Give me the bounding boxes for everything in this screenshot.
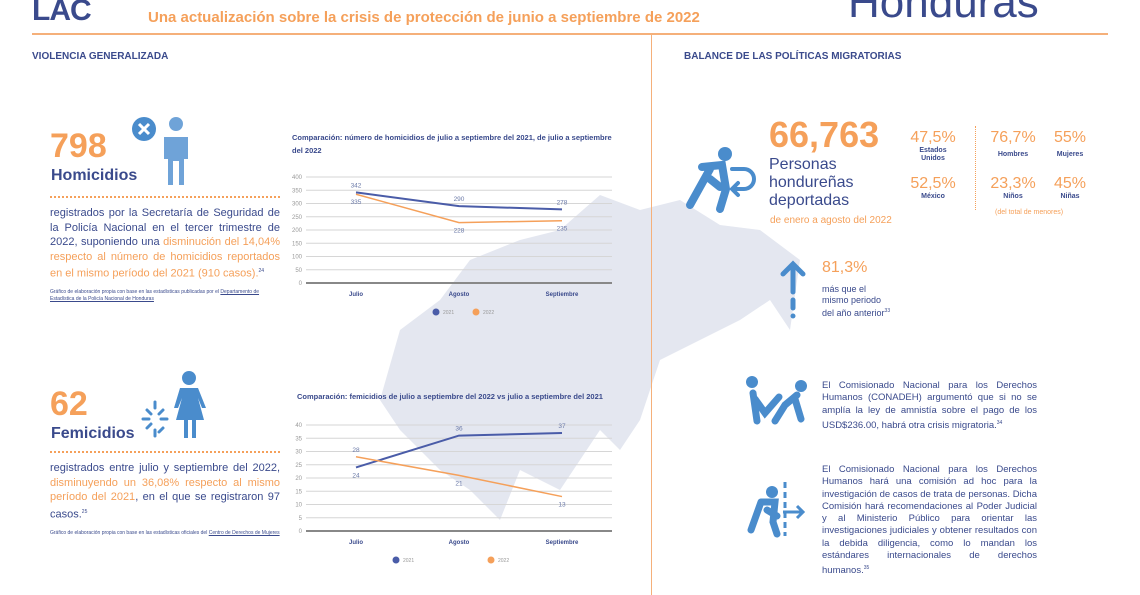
stat-mexico: 52,5% México: [910, 175, 956, 200]
legend-label: 2022: [498, 558, 509, 564]
data-label: 36: [455, 426, 463, 433]
femicides-line-chart: 0 5 10 15 20 25 30 35 40 Julio Agosto Septiembre 24 3…: [295, 423, 612, 564]
series-line-2021: [355, 191, 563, 211]
increase-text: más que el mismo periodo del año anterior3…: [822, 284, 891, 318]
y-tick-label: 100: [292, 255, 303, 261]
femicides-source-note: Gráfico de elaboración propia con base e…: [50, 529, 280, 536]
people-push-icon: [746, 376, 807, 425]
y-tick-label: 25: [295, 463, 302, 469]
stat-usa: 47,5% Estados Unidos: [910, 129, 956, 162]
stat-boys: 23,3% Niños: [990, 175, 1036, 200]
data-label: 335: [351, 199, 362, 206]
logo: LAC: [32, 0, 92, 27]
conadeh-commission-text: El Comisionado Nacional para los Derecho…: [822, 464, 1037, 577]
y-tick-label: 5: [299, 516, 303, 522]
deported-label: Personas hondureñas deportadas: [769, 156, 854, 209]
minors-note: (del total de menores): [995, 209, 1064, 216]
femicides-text: registrados entre julio y septiembre del…: [50, 462, 280, 521]
data-label: 278: [557, 199, 568, 206]
series-line-2022: [355, 456, 563, 498]
y-tick-label: 0: [299, 281, 303, 287]
y-tick-label: 200: [292, 228, 303, 234]
legend-marker-2021: [392, 556, 400, 564]
legend-label: 2021: [443, 310, 454, 316]
woman-burst-icon: [141, 371, 206, 438]
x-tick-label: Septiembre: [546, 292, 579, 298]
header-divider: [32, 33, 1108, 35]
person-x-icon: [132, 117, 188, 185]
dotted-divider: [50, 451, 280, 453]
y-tick-label: 20: [295, 476, 302, 482]
dotted-divider: [50, 196, 280, 198]
data-label: 228: [454, 228, 465, 235]
homicides-source-note: Gráfico de elaboración propia con base e…: [50, 289, 260, 303]
data-label: 28: [352, 447, 360, 454]
report-subtitle: Una actualización sobre la crisis de pro…: [148, 9, 700, 26]
x-tick-label: Julio: [349, 540, 363, 546]
stats-divider: [975, 126, 976, 210]
y-tick-label: 40: [295, 423, 302, 429]
y-tick-label: 50: [295, 268, 302, 274]
chart-title-homicides: Comparación: número de homicidios de jul…: [292, 133, 612, 155]
x-tick-label: Septiembre: [546, 540, 579, 546]
y-tick-label: 0: [299, 529, 303, 535]
legend-marker-2022: [487, 556, 495, 564]
femicides-label: Femicidios: [51, 425, 135, 442]
conadeh-amnesty-text: El Comisionado Nacional para los Derecho…: [822, 380, 1037, 432]
column-divider: [651, 35, 652, 595]
y-tick-label: 15: [295, 489, 302, 495]
series-line-2021: [355, 431, 563, 469]
legend-label: 2021: [403, 558, 414, 564]
stat-women: 55% Mujeres: [1053, 129, 1087, 158]
y-tick-label: 250: [292, 215, 303, 221]
femicides-number: 62: [50, 385, 88, 423]
y-tick-label: 30: [295, 450, 302, 456]
y-tick-label: 300: [292, 202, 303, 208]
y-tick-label: 350: [292, 188, 303, 194]
data-label: 21: [455, 480, 463, 487]
legend-label: 2022: [483, 310, 494, 316]
data-label: 37: [558, 423, 566, 430]
x-tick-label: Julio: [349, 292, 363, 298]
y-tick-label: 35: [295, 436, 302, 442]
y-tick-label: 400: [292, 175, 303, 181]
deported-period: de enero a agosto del 2022: [770, 215, 892, 226]
femicides-text-block: registrados entre julio y septiembre del…: [50, 461, 280, 537]
increase-pct: 81,3%: [822, 259, 868, 276]
homicides-text: registrados por la Secretaría de Segurid…: [50, 207, 280, 280]
stat-men: 76,7% Hombres: [990, 129, 1036, 158]
homicides-text-block: registrados por la Secretaría de Segurid…: [50, 206, 280, 303]
data-label: 13: [558, 502, 566, 509]
x-tick-label: Agosto: [449, 292, 470, 298]
country-title: Honduras: [848, 0, 1039, 27]
homicides-label: Homicidios: [51, 167, 138, 184]
data-label: 24: [352, 472, 360, 479]
y-tick-label: 150: [292, 241, 303, 247]
series-line-2022: [355, 193, 563, 224]
person-return-icon: [686, 147, 756, 213]
person-border-icon: [747, 482, 806, 538]
stat-girls: 45% Niñas: [1053, 175, 1087, 200]
x-tick-label: Agosto: [449, 540, 470, 546]
section-title-migration: BALANCE DE LAS POLÍTICAS MIGRATORIAS: [684, 51, 902, 62]
homicides-number: 798: [50, 127, 107, 165]
arrow-up-icon: [780, 260, 806, 319]
y-tick-label: 10: [295, 503, 302, 509]
data-label: 342: [351, 182, 362, 189]
data-label: 290: [454, 196, 465, 203]
deported-number: 66,763: [769, 114, 880, 155]
chart-title-femicides: Comparación: femicidios de julio a septi…: [297, 392, 603, 401]
legend-marker-2022: [472, 308, 480, 316]
legend-marker-2021: [432, 308, 440, 316]
homicides-line-chart: 0 50 100 150 200 250 300 350 400 Julio Agosto Septi…: [292, 175, 612, 316]
section-title-violence: VIOLENCIA GENERALIZADA: [32, 51, 169, 62]
data-label: 235: [557, 226, 568, 233]
